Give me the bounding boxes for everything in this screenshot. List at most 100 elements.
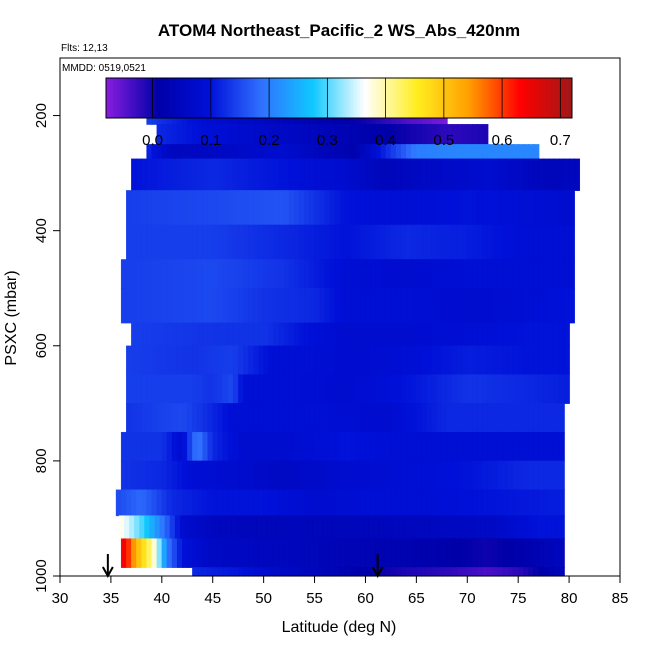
heatmap-cell — [120, 460, 127, 491]
heatmap-cell — [166, 345, 173, 376]
heatmap-cell — [406, 345, 413, 376]
heatmap-cell — [273, 489, 280, 517]
heatmap-cell — [309, 538, 316, 568]
heatmap-cell — [136, 158, 143, 191]
heatmap-cell — [375, 431, 382, 462]
heatmap-cell — [350, 538, 357, 568]
heatmap-cell — [151, 259, 158, 289]
heatmap-cell — [238, 538, 245, 568]
heatmap-cell — [505, 515, 512, 540]
heatmap-cell — [283, 345, 290, 376]
colorbar-segment — [350, 78, 354, 118]
heatmap-cell — [334, 567, 341, 577]
heatmap-cell — [149, 515, 156, 540]
colorbar-segment — [313, 78, 317, 118]
colorbar-segment — [299, 78, 303, 118]
heatmap-cell — [146, 538, 153, 568]
colorbar-segment — [378, 78, 382, 118]
heatmap-cell — [467, 144, 474, 160]
heatmap-cell — [278, 144, 285, 160]
heatmap-cell — [334, 489, 341, 517]
heatmap-cell — [156, 288, 163, 324]
heatmap-cell — [238, 124, 245, 145]
heatmap-cell — [246, 515, 253, 540]
heatmap-cell — [477, 288, 484, 324]
heatmap-cell — [182, 322, 189, 347]
heatmap-cell — [156, 259, 163, 289]
heatmap-cell — [406, 124, 413, 145]
heatmap-cell — [411, 403, 418, 433]
heatmap-cell — [243, 489, 250, 517]
heatmap-cell — [319, 190, 326, 226]
heatmap-cell — [507, 431, 514, 462]
heatmap-cell — [202, 345, 209, 376]
colorbar-segment — [341, 78, 345, 118]
heatmap-cell — [482, 374, 489, 404]
heatmap-cell — [248, 431, 255, 462]
heatmap-cell — [126, 538, 133, 568]
colorbar-segment — [231, 78, 235, 118]
heatmap-cell — [518, 489, 525, 517]
heatmap-cell — [232, 144, 239, 160]
heatmap-cell — [400, 538, 407, 568]
heatmap-cell — [266, 515, 273, 540]
heatmap-cell — [467, 431, 474, 462]
heatmap-cell — [207, 460, 214, 491]
heatmap-cell — [258, 538, 265, 568]
heatmap-cell — [411, 460, 418, 491]
heatmap-cell — [416, 224, 423, 260]
heatmap-cell — [512, 288, 519, 324]
colorbar-segment — [143, 78, 147, 118]
heatmap-cell — [543, 345, 550, 376]
heatmap-cell — [355, 374, 362, 404]
heatmap-cell — [131, 460, 138, 491]
heatmap-cell — [350, 259, 357, 289]
heatmap-cell — [217, 259, 224, 289]
heatmap-cell — [243, 374, 250, 404]
heatmap-cell — [253, 190, 260, 226]
heatmap-cell — [232, 431, 239, 462]
heatmap-cell — [243, 224, 250, 260]
heatmap-cell — [370, 224, 377, 260]
heatmap-cell — [563, 259, 570, 289]
heatmap-cell — [538, 374, 545, 404]
heatmap-cell — [344, 538, 351, 568]
heatmap-cell — [395, 158, 402, 191]
heatmap-cell — [533, 345, 540, 376]
colorbar-segment — [525, 78, 529, 118]
heatmap-cell — [395, 345, 402, 376]
colorbar-segment — [138, 78, 142, 118]
heatmap-cell — [253, 158, 260, 191]
heatmap-cell — [156, 190, 163, 226]
heatmap-cell — [419, 515, 426, 540]
heatmap-cell — [222, 144, 229, 160]
heatmap-cell — [256, 515, 263, 540]
heatmap-cell — [202, 374, 209, 404]
colorbar-tick-label: 0.6 — [492, 132, 513, 149]
heatmap-cell — [309, 374, 316, 404]
colorbar-segment — [273, 78, 277, 118]
heatmap-cell — [273, 190, 280, 226]
heatmap-cell — [553, 538, 560, 568]
heatmap-cell — [334, 259, 341, 289]
x-tick-label: 45 — [204, 590, 221, 607]
heatmap-cell — [421, 190, 428, 226]
colorbar-segment — [565, 78, 568, 118]
colorbar-segment — [234, 78, 237, 118]
heatmap-cell — [416, 374, 423, 404]
heatmap-cell — [329, 259, 336, 289]
heatmap-cell — [477, 489, 484, 517]
heatmap-cell — [227, 144, 234, 160]
heatmap-cell — [558, 431, 565, 462]
heatmap-cell — [487, 567, 494, 577]
heatmap-cell — [258, 190, 265, 226]
heatmap-cell — [294, 322, 301, 347]
heatmap-cell — [344, 259, 351, 289]
colorbar-segment — [446, 78, 450, 118]
colorbar-segment — [432, 78, 436, 118]
heatmap-cell — [523, 431, 530, 462]
colorbar-segment — [236, 78, 240, 118]
heatmap-cell — [344, 124, 351, 145]
colorbar-segment — [541, 78, 545, 118]
heatmap-cell — [467, 403, 474, 433]
